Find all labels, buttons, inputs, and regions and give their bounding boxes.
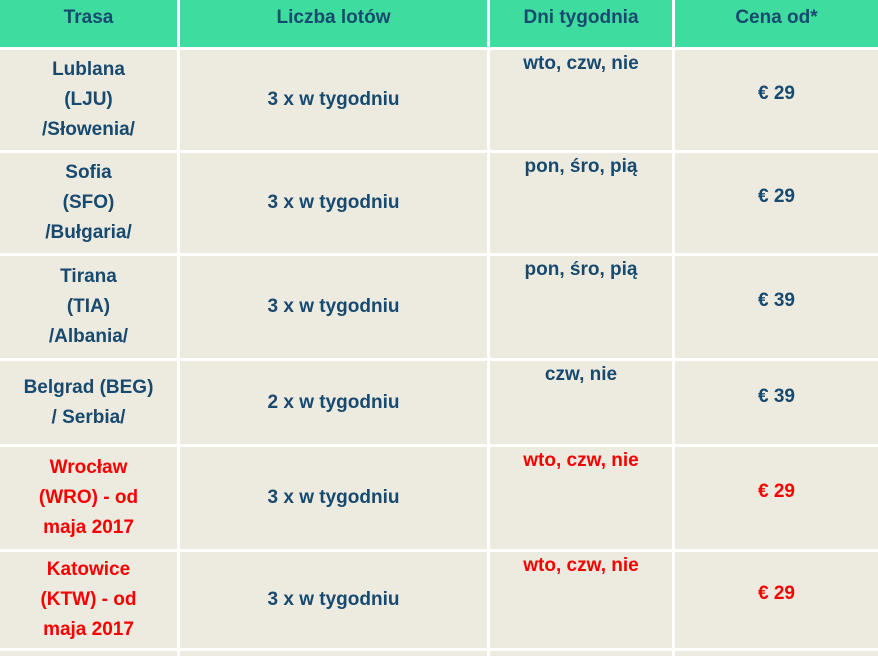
route-cell: Belgrad (BEG) / Serbia/ (0, 361, 177, 444)
column-header-route: Trasa (0, 0, 177, 47)
frequency-cell: 2 x w tygodniu (180, 361, 487, 444)
days-cell: wto, czw, nie (490, 552, 672, 648)
column-header-flight-count: Liczba lotów (180, 0, 487, 47)
price-cell: € 39 (675, 256, 878, 358)
frequency-cell: 3 x w tygodniu (180, 552, 487, 648)
days-cell: czw, nie (490, 361, 672, 444)
route-cell: Sofia (SFO) /Bułgaria/ (0, 153, 177, 253)
route-cell: Lublana (LJU) /Słowenia/ (0, 50, 177, 150)
route-cell: Wrocław (WRO) - od maja 2017 (0, 447, 177, 549)
frequency-cell: 3 x w tygodniu (180, 153, 487, 253)
partial-row-cell (675, 651, 878, 656)
price-cell: € 39 (675, 361, 878, 444)
column-header-price-from: Cena od* (675, 0, 878, 47)
days-cell: pon, śro, pią (490, 256, 672, 358)
frequency-cell: 3 x w tygodniu (180, 256, 487, 358)
price-cell: € 29 (675, 50, 878, 150)
partial-row-cell (180, 651, 487, 656)
partial-row-cell (0, 651, 177, 656)
frequency-cell: 3 x w tygodniu (180, 447, 487, 549)
route-cell: Katowice (KTW) - od maja 2017 (0, 552, 177, 648)
price-cell: € 29 (675, 153, 878, 253)
partial-row-cell (490, 651, 672, 656)
days-cell: wto, czw, nie (490, 50, 672, 150)
column-header-weekdays: Dni tygodnia (490, 0, 672, 47)
days-cell: pon, śro, pią (490, 153, 672, 253)
price-cell: € 29 (675, 552, 878, 648)
frequency-cell: 3 x w tygodniu (180, 50, 487, 150)
price-cell: € 29 (675, 447, 878, 549)
days-cell: wto, czw, nie (490, 447, 672, 549)
route-cell: Tirana (TIA) /Albania/ (0, 256, 177, 358)
